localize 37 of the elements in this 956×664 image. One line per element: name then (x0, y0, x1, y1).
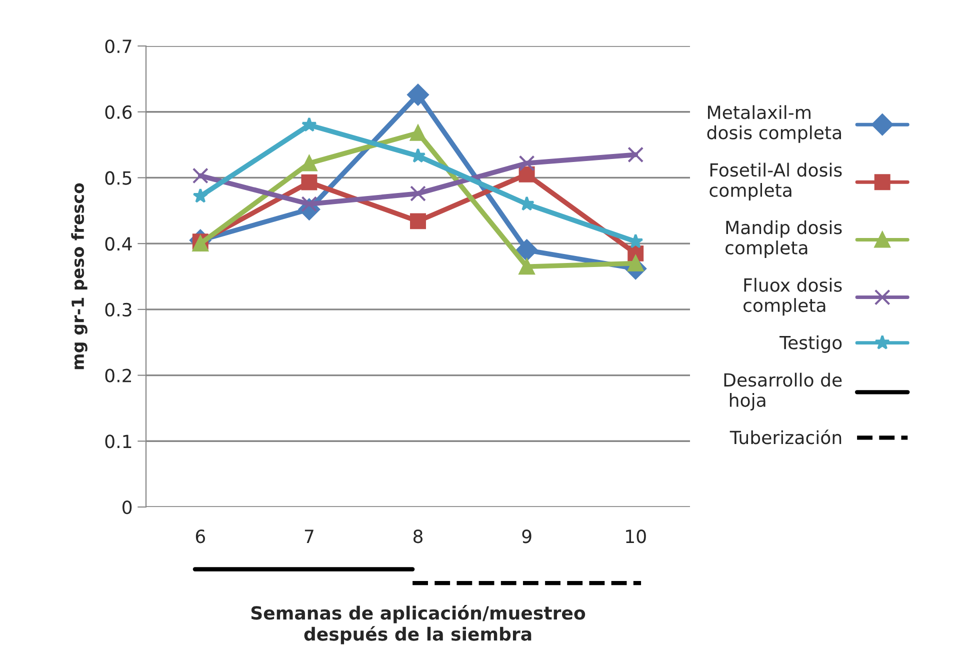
legend-label: Fluox dosis completa (744, 278, 842, 316)
x-axis-title: Semanas de aplicación/muestreo después de la siembra (251, 605, 586, 644)
point (301, 155, 318, 172)
legend-label: Mandip dosis completa (726, 220, 842, 258)
point (519, 196, 534, 211)
x-tick-label: 8 (413, 530, 423, 544)
point (192, 188, 208, 203)
text: Desarrollo de hoja (724, 372, 842, 410)
y-tick-label: 0.7 (105, 39, 132, 54)
legend-label: Metalaxil-m dosis completa (707, 105, 841, 143)
x-tick-label: 7 (304, 530, 314, 543)
x-tick-label: 6 (196, 530, 206, 544)
point (518, 155, 535, 172)
legend-label: Testigo (779, 335, 842, 353)
point (301, 174, 318, 190)
point (302, 117, 317, 132)
y-tick-label: 0.1 (105, 434, 132, 448)
legend-label: Fosetil-Al dosis completa (710, 162, 842, 200)
x-tick-label: 9 (522, 530, 532, 544)
point (410, 213, 426, 230)
y-tick-label: 0.6 (105, 105, 132, 119)
y-tick-label: 0.4 (105, 237, 132, 251)
y-tick-label: 0.2 (105, 368, 131, 382)
point (516, 239, 538, 262)
point (410, 124, 426, 141)
point (410, 186, 426, 202)
y-tick-label: 0 (122, 500, 132, 514)
y-tick-label: 0.3 (105, 302, 132, 317)
text: Tuberización (730, 430, 842, 444)
x-tick-label: 10 (626, 530, 646, 544)
y-tick-label: 0.5 (105, 171, 132, 185)
point (518, 258, 535, 275)
point (192, 168, 208, 184)
point (518, 166, 535, 182)
point (407, 84, 429, 106)
point (628, 146, 644, 163)
y-axis-title: mg gr-1 peso fresco (71, 183, 88, 370)
